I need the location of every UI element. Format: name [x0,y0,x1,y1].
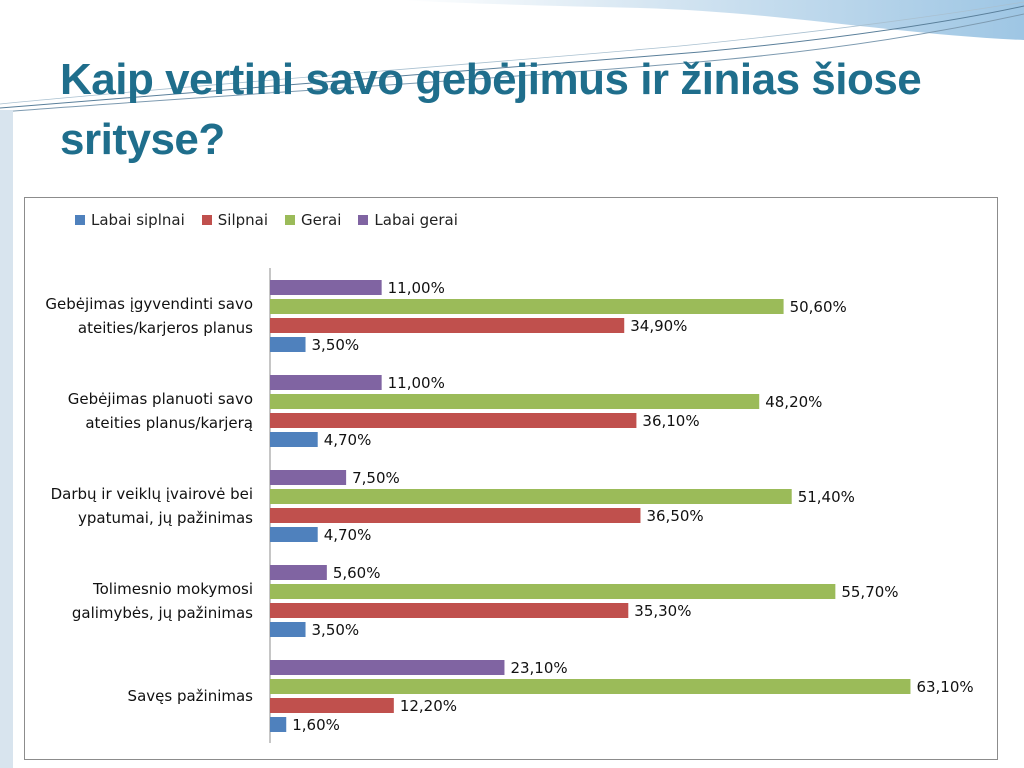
data-label: 1,60% [292,716,340,734]
legend-item-gerai: Gerai [285,211,341,229]
bar-labai-siplnai [270,622,306,637]
legend-label: Labai gerai [374,211,458,229]
category-label: Gebėjimas planuoti savo [68,390,253,408]
data-label: 23,10% [510,659,567,677]
bar-gerai [270,299,784,314]
header-wave-decoration [0,0,1024,113]
legend-swatch [285,215,295,225]
category-label: Tolimesnio mokymosi [92,580,253,598]
bar-labai-siplnai [270,432,318,447]
bar-silpnai [270,413,637,428]
category-label: Darbų ir veiklų įvairovė bei [51,485,253,503]
legend-label: Labai siplnai [91,211,185,229]
bar-chart: Gebėjimas įgyvendinti savo ateities/karje… [45,268,974,743]
legend-item-labai-silpnai: Labai siplnai [75,211,185,229]
data-label: 36,50% [646,507,703,525]
chart-frame: Labai siplnai Silpnai Gerai Labai gerai … [24,197,998,760]
chart-legend: Labai siplnai Silpnai Gerai Labai gerai [75,211,458,229]
data-label: 5,60% [333,564,381,582]
category-label: ypatumai, jų pažinimas [78,509,253,527]
bar-labai-siplnai [270,337,306,352]
page-title: Kaip vertini savo gebėjimus ir žinias ši… [60,55,922,164]
data-label: 4,70% [324,526,372,544]
bar-gerai [270,679,911,694]
bar-labai-gerai [270,470,347,485]
data-label: 63,10% [916,678,973,696]
legend-label: Gerai [301,211,342,229]
bar-gerai [270,584,836,599]
category-label: Savęs pažinimas [128,687,254,705]
bar-labai-siplnai [270,717,287,732]
data-label: 12,20% [400,697,457,715]
bar-gerai [270,394,760,409]
left-gutter [0,110,13,768]
legend-swatch [201,215,212,225]
data-label: 11,00% [388,374,445,392]
legend-swatch [75,215,85,225]
category-label: ateities/karjeros planus [78,319,253,337]
legend-item-silpnai: Silpnai [201,211,268,229]
category-label: Gebėjimas įgyvendinti savo [45,295,253,313]
bar-labai-gerai [270,280,382,295]
data-label: 11,00% [388,279,445,297]
data-label: 3,50% [312,621,360,639]
data-label: 55,70% [841,583,898,601]
bar-silpnai [270,698,394,713]
legend-item-labai-gerai: Labai gerai [358,211,458,229]
bar-labai-gerai [270,660,505,675]
data-label: 51,40% [798,488,855,506]
category-label: ateities planus/karjerą [85,414,253,432]
bar-labai-siplnai [270,527,318,542]
bar-gerai [270,489,792,504]
data-label: 4,70% [324,431,372,449]
data-label: 50,60% [790,298,847,316]
bar-silpnai [270,508,641,523]
bar-silpnai [270,603,629,618]
legend-label: Silpnai [217,211,268,229]
bar-labai-gerai [270,375,382,390]
bar-labai-gerai [270,565,327,580]
data-label: 48,20% [765,393,822,411]
category-label: galimybės, jų pažinimas [72,604,253,622]
data-label: 34,90% [630,317,687,335]
bar-silpnai [270,318,625,333]
legend-swatch [358,215,369,225]
data-label: 3,50% [312,336,360,354]
data-label: 36,10% [642,412,699,430]
data-label: 7,50% [352,469,400,487]
data-label: 35,30% [634,602,691,620]
